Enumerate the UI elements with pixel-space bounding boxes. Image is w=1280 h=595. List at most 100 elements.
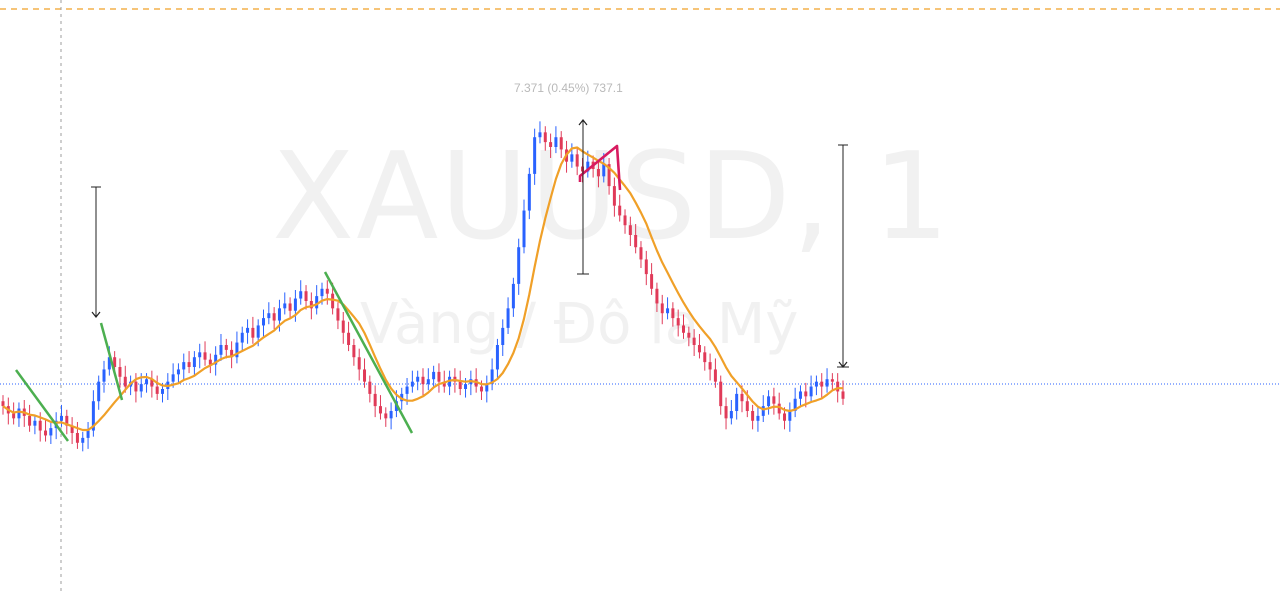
candle-body (511, 283, 515, 309)
measure-range-arrowhead (838, 361, 848, 368)
candle-body (841, 391, 845, 399)
candle-body (320, 288, 324, 297)
candle-body (559, 137, 563, 150)
candle-body (331, 293, 335, 309)
symbol-description-watermark: Vàng / Đô la Mỹ (360, 292, 799, 357)
candle-body (421, 376, 425, 385)
candle-body (740, 393, 744, 402)
candle-body (219, 345, 223, 355)
candle-body (814, 381, 818, 387)
candle-body (91, 401, 95, 431)
candle-body (506, 308, 510, 328)
candle-body (102, 369, 106, 382)
candle-body (123, 376, 127, 387)
candle-body (160, 389, 164, 394)
candle-body (256, 325, 260, 338)
candle-body (113, 357, 117, 367)
candle-body (49, 428, 53, 436)
candle-body (145, 379, 149, 385)
candle-body (347, 332, 351, 345)
candle-body (214, 354, 218, 365)
candle-body (309, 301, 313, 309)
candle-body (368, 381, 372, 394)
candle-body (783, 413, 787, 421)
candle-body (798, 391, 802, 399)
candle-body (315, 296, 319, 309)
candle-body (618, 205, 622, 216)
measure-range-arrowhead (91, 311, 101, 318)
candle-body (363, 369, 367, 382)
candle-body (703, 352, 707, 363)
candle-body (490, 369, 494, 385)
candle-body (389, 411, 393, 419)
candle-body (533, 137, 537, 174)
candle-body (410, 381, 414, 387)
candle-body (267, 313, 271, 319)
candle-body (277, 308, 281, 321)
candle-body (751, 411, 755, 421)
candle-body (575, 154, 579, 167)
candle-body (634, 235, 638, 248)
candle-body (416, 376, 420, 382)
candle-body (639, 247, 643, 260)
candle-body (501, 327, 505, 345)
candle-body (586, 161, 590, 172)
candle-body (405, 386, 409, 394)
candle-body (288, 303, 292, 311)
candle-body (527, 173, 531, 211)
candle-body (139, 384, 143, 392)
candle-body (628, 225, 632, 235)
candle-body (692, 337, 696, 345)
candle-body (272, 313, 276, 321)
candle-body (336, 308, 340, 321)
candle-body (240, 332, 244, 343)
candle-body (607, 164, 611, 187)
candle-body (384, 413, 388, 419)
candle-body (44, 430, 48, 436)
candle-body (495, 345, 499, 370)
candle-body (176, 369, 180, 375)
candle-body (554, 137, 558, 147)
candle-body (825, 379, 829, 387)
candle-body (65, 415, 69, 426)
candle-body (107, 357, 111, 370)
measure-range-arrowhead (578, 119, 588, 126)
candle-body (171, 374, 175, 382)
candle-body (756, 415, 760, 421)
candle-body (697, 345, 701, 353)
candle-body (17, 408, 21, 419)
candle-body (596, 169, 600, 177)
pattern-line (578, 144, 622, 191)
candle-body (767, 396, 771, 407)
candle-body (676, 318, 680, 326)
candle-body (745, 401, 749, 411)
candle-body (230, 349, 234, 358)
candle-body (293, 298, 297, 311)
candle-body (612, 186, 616, 206)
candle-body (198, 352, 202, 358)
candle-body (75, 433, 79, 443)
candle-body (602, 164, 606, 177)
candle-body (820, 381, 824, 387)
candle-body (793, 398, 797, 411)
candle-body (682, 325, 686, 333)
candle-body (650, 274, 654, 289)
candle-body (357, 357, 361, 370)
trendline (99, 322, 124, 401)
candle-body (182, 362, 186, 370)
candle-body (246, 327, 250, 333)
candle-body (464, 384, 468, 389)
candle-body (325, 288, 329, 294)
trendline (323, 271, 414, 434)
candle-body (283, 303, 287, 309)
candle-body (304, 291, 308, 301)
candle-body (517, 247, 521, 284)
candle-body (543, 132, 547, 143)
candle-body (660, 303, 664, 314)
candle-body (538, 132, 542, 138)
candle-body (378, 406, 382, 414)
candle-body (655, 288, 659, 304)
candle-body (666, 308, 670, 314)
